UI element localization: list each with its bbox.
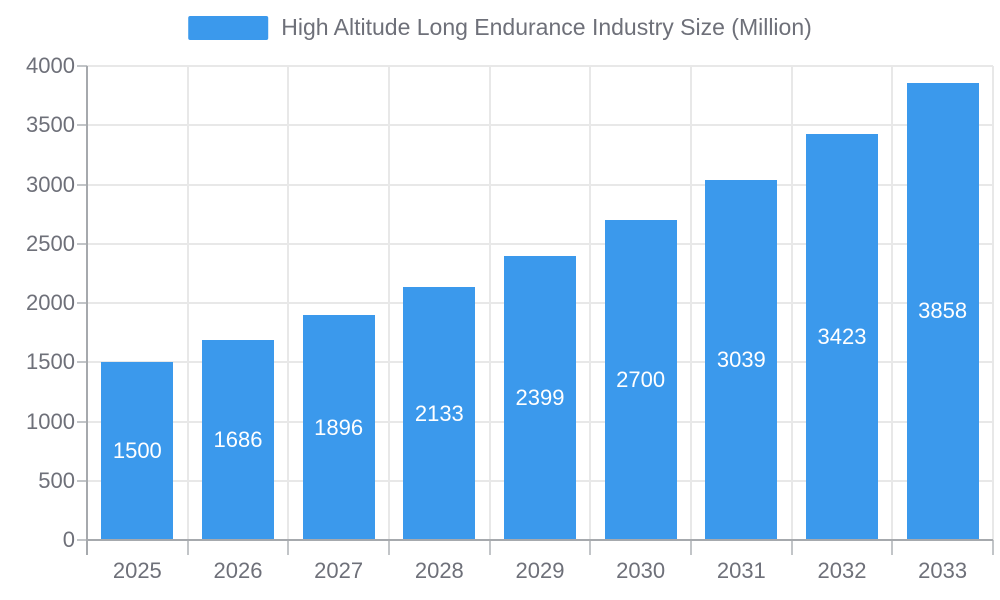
gridline-horizontal bbox=[87, 124, 993, 127]
bar-value-label: 2133 bbox=[414, 400, 464, 426]
gridline-vertical bbox=[992, 66, 994, 540]
y-axis-label: 1500 bbox=[26, 349, 75, 375]
bar-value-label: 1500 bbox=[112, 438, 162, 464]
y-axis-tick bbox=[77, 302, 87, 304]
y-axis-tick bbox=[77, 539, 87, 541]
gridline-vertical bbox=[488, 66, 491, 540]
y-axis-tick bbox=[77, 65, 87, 67]
x-axis-tick bbox=[287, 540, 290, 555]
legend-label: High Altitude Long Endurance Industry Si… bbox=[281, 14, 812, 40]
y-axis-label: 2500 bbox=[26, 230, 75, 256]
x-axis-tick bbox=[690, 540, 692, 555]
x-axis-label: 2030 bbox=[616, 558, 666, 583]
y-axis-label: 0 bbox=[62, 527, 75, 552]
gridline-vertical bbox=[186, 66, 189, 540]
chart-legend[interactable]: High Altitude Long Endurance Industry Si… bbox=[188, 14, 812, 41]
y-axis-tick bbox=[77, 183, 87, 186]
gridline-horizontal bbox=[87, 183, 993, 186]
legend-swatch-icon bbox=[188, 15, 269, 40]
y-axis-tick bbox=[77, 242, 87, 245]
bar-2028[interactable]: 2133 bbox=[403, 287, 476, 540]
x-axis-label: 2027 bbox=[314, 558, 364, 583]
x-axis-tick bbox=[790, 540, 793, 555]
x-axis-label: 2028 bbox=[414, 558, 464, 583]
bar-2026[interactable]: 1686 bbox=[202, 340, 274, 540]
x-axis-label: 2029 bbox=[515, 558, 565, 583]
x-axis-tick bbox=[388, 540, 390, 555]
gridline-vertical bbox=[589, 66, 592, 540]
y-axis-tick bbox=[77, 361, 87, 364]
x-axis-tick bbox=[488, 540, 491, 555]
bar-2030[interactable]: 2700 bbox=[604, 220, 677, 540]
bar-2029[interactable]: 2399 bbox=[504, 255, 576, 540]
x-axis-label: 2033 bbox=[918, 558, 968, 583]
x-axis-label: 2031 bbox=[716, 558, 766, 583]
y-axis-label: 3500 bbox=[26, 112, 75, 138]
x-axis-label: 2032 bbox=[817, 558, 867, 583]
bar-value-label: 3423 bbox=[817, 324, 867, 350]
bar-value-label: 3858 bbox=[918, 298, 968, 324]
y-axis-tick bbox=[77, 124, 87, 127]
bar-value-label: 2700 bbox=[616, 367, 666, 393]
x-axis-label: 2026 bbox=[213, 558, 263, 583]
gridline-vertical bbox=[287, 66, 290, 540]
y-axis-label: 2000 bbox=[26, 290, 75, 315]
gridline-vertical bbox=[891, 66, 894, 540]
y-axis-tick bbox=[77, 420, 87, 423]
gridline-vertical bbox=[790, 66, 793, 540]
x-axis-label: 2025 bbox=[112, 558, 162, 583]
bar-2032[interactable]: 3423 bbox=[806, 134, 878, 540]
gridline-vertical bbox=[690, 66, 692, 540]
bar-2031[interactable]: 3039 bbox=[705, 179, 778, 540]
y-axis-tick bbox=[77, 479, 87, 482]
bar-2027[interactable]: 1896 bbox=[302, 315, 375, 540]
y-axis-label: 4000 bbox=[26, 53, 75, 78]
gridline-vertical bbox=[388, 66, 390, 540]
gridline-horizontal bbox=[87, 242, 993, 245]
y-axis-line bbox=[86, 66, 88, 555]
bar-value-label: 1896 bbox=[314, 414, 364, 440]
bar-2033[interactable]: 3858 bbox=[906, 82, 979, 540]
x-axis-tick bbox=[891, 540, 894, 555]
gridline-horizontal bbox=[87, 65, 993, 67]
x-axis-tick bbox=[589, 540, 592, 555]
bar-value-label: 2399 bbox=[515, 384, 565, 410]
bar-value-label: 1686 bbox=[213, 427, 263, 453]
x-axis-line bbox=[87, 539, 993, 541]
bar-value-label: 3039 bbox=[716, 346, 766, 372]
y-axis-label: 500 bbox=[38, 467, 75, 493]
bar-2025[interactable]: 1500 bbox=[101, 362, 174, 540]
y-axis-label: 1000 bbox=[26, 408, 75, 434]
x-axis-tick bbox=[186, 540, 189, 555]
y-axis-label: 3000 bbox=[26, 171, 75, 197]
x-axis-tick bbox=[992, 540, 994, 555]
